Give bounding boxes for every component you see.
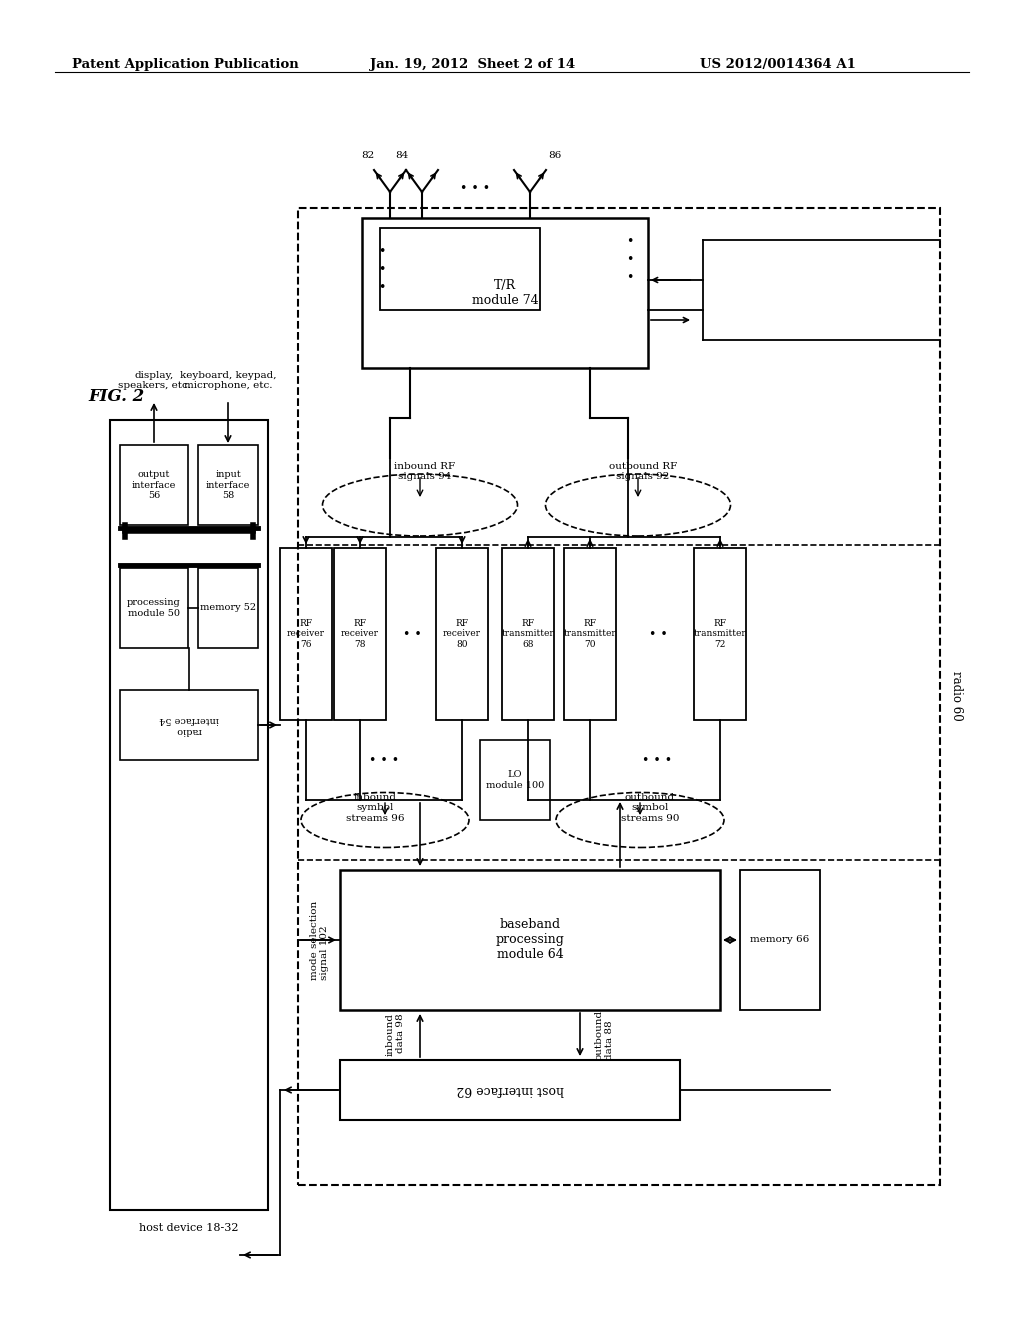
Bar	[120, 690, 258, 760]
Text: radio 60: radio 60	[950, 671, 963, 721]
Text: display,
speakers, etc.: display, speakers, etc.	[118, 371, 190, 389]
Text: mode selection
signal 102: mode selection signal 102	[310, 900, 330, 979]
Text: inbound
symbol
streams 96: inbound symbol streams 96	[346, 793, 404, 822]
Text: memory 66: memory 66	[751, 936, 810, 945]
Bar	[564, 548, 616, 719]
Bar	[280, 548, 332, 719]
Text: memory 52: memory 52	[200, 603, 256, 612]
Bar	[380, 228, 540, 310]
Text: T/R
module 74: T/R module 74	[472, 279, 539, 308]
Text: Jan. 19, 2012  Sheet 2 of 14: Jan. 19, 2012 Sheet 2 of 14	[370, 58, 575, 71]
Text: RF
transmitter
72: RF transmitter 72	[693, 619, 746, 649]
Text: output
interface
56: output interface 56	[132, 470, 176, 500]
Text: outbound RF
signals 92: outbound RF signals 92	[609, 462, 677, 482]
Text: • • •: • • •	[642, 754, 672, 767]
Text: RF
transmitter
68: RF transmitter 68	[502, 619, 554, 649]
Text: RF
receiver
78: RF receiver 78	[341, 619, 379, 649]
Text: baseband
processing
module 64: baseband processing module 64	[496, 919, 564, 961]
Bar	[362, 218, 648, 368]
Bar	[120, 445, 188, 525]
Bar	[340, 1060, 680, 1119]
Bar	[198, 568, 258, 648]
Bar	[110, 420, 268, 1210]
Text: host interface 62: host interface 62	[456, 1084, 564, 1097]
Bar	[502, 548, 554, 719]
Text: radio
interface 54: radio interface 54	[159, 715, 219, 735]
Text: RF
receiver
76: RF receiver 76	[287, 619, 325, 649]
Text: •
•
•: • • •	[627, 235, 634, 285]
Text: • •: • •	[402, 627, 421, 640]
Bar	[436, 548, 488, 719]
Text: • • •: • • •	[369, 754, 399, 767]
Bar	[694, 548, 746, 719]
Text: 86: 86	[548, 150, 561, 160]
Bar	[198, 445, 258, 525]
Bar	[298, 209, 940, 1185]
Text: FIG. 2: FIG. 2	[88, 388, 144, 405]
Text: inbound
data 98: inbound data 98	[386, 1014, 406, 1056]
Text: RF
receiver
80: RF receiver 80	[443, 619, 481, 649]
Text: • •: • •	[648, 627, 668, 640]
Text: LO
module 100: LO module 100	[485, 771, 544, 789]
Bar	[334, 548, 386, 719]
Text: inbound RF
signals 94: inbound RF signals 94	[394, 462, 456, 482]
Bar	[740, 870, 820, 1010]
Text: outbound
data 88: outbound data 88	[595, 1010, 614, 1060]
Text: outbound
symbol
streams 90: outbound symbol streams 90	[621, 793, 679, 822]
Text: •
•
•: • • •	[378, 246, 386, 294]
Text: Patent Application Publication: Patent Application Publication	[72, 58, 299, 71]
Bar	[120, 568, 188, 648]
Text: • • •: • • •	[460, 181, 490, 194]
Text: keyboard, keypad,
microphone, etc.: keyboard, keypad, microphone, etc.	[180, 371, 276, 389]
Text: input
interface
58: input interface 58	[206, 470, 250, 500]
Bar	[480, 741, 550, 820]
Text: US 2012/0014364 A1: US 2012/0014364 A1	[700, 58, 856, 71]
Text: host device 18-32: host device 18-32	[139, 1224, 239, 1233]
Text: RF
transmitter
70: RF transmitter 70	[563, 619, 616, 649]
Bar	[340, 870, 720, 1010]
Text: 82: 82	[361, 150, 375, 160]
Text: processing
module 50: processing module 50	[127, 598, 181, 618]
Text: 84: 84	[394, 150, 408, 160]
